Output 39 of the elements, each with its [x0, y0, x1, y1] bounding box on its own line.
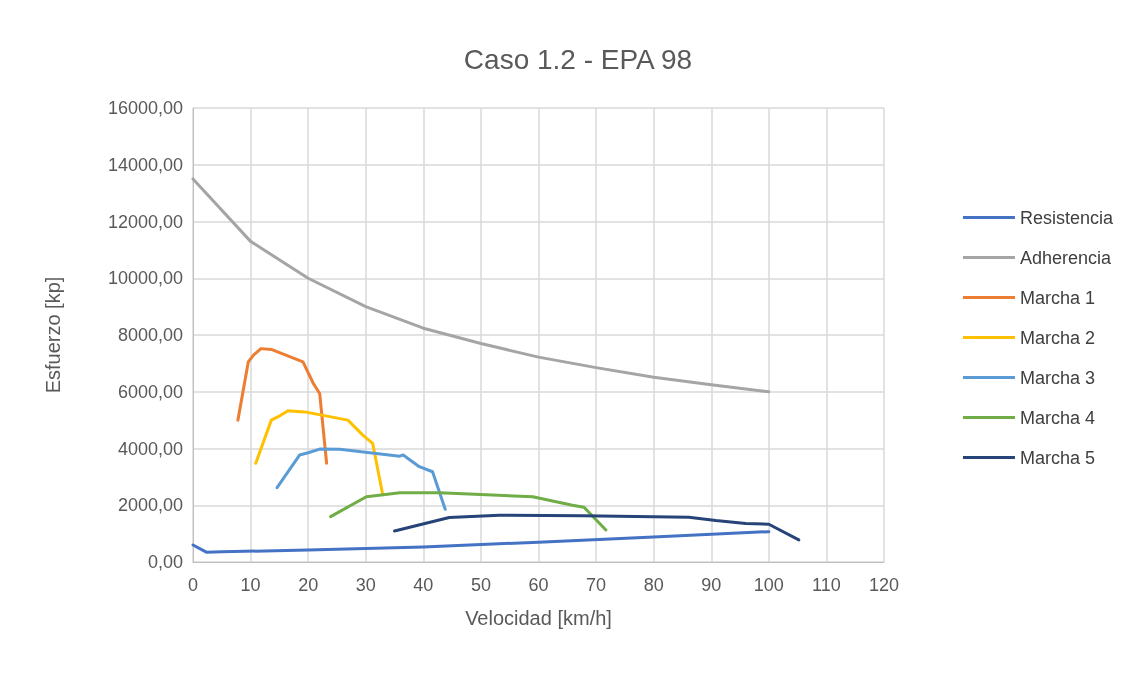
- line-series: [275, 447, 447, 511]
- x-tick-label: 80: [643, 575, 664, 595]
- x-tick-label: 30: [355, 575, 376, 595]
- x-tick-label: 10: [240, 575, 261, 595]
- y-tick-label: 2000,00: [117, 495, 183, 516]
- line-series: [329, 491, 608, 532]
- y-tick-label: 14000,00: [107, 154, 183, 175]
- x-tick-label: 50: [470, 575, 491, 595]
- y-tick-label: 0,00: [147, 552, 183, 572]
- legend-label: Marcha 5: [1019, 447, 1096, 468]
- legend-label: Marcha 3: [1019, 367, 1096, 388]
- x-tick-label: 60: [528, 575, 549, 595]
- line-series: [191, 177, 771, 394]
- chart-title: Caso 1.2 - EPA 98: [463, 43, 693, 75]
- y-axis-title: Esfuerzo [kp]: [42, 276, 64, 394]
- legend-label: Marcha 1: [1019, 287, 1096, 308]
- x-tick-label: 110: [812, 575, 841, 595]
- y-tick-label: 16000,00: [107, 98, 183, 118]
- y-tick-label: 12000,00: [107, 211, 183, 232]
- y-tick-label: 10000,00: [107, 268, 183, 289]
- legend-label: Resistencia: [1019, 207, 1114, 228]
- x-tick-label: 90: [701, 575, 722, 595]
- y-tick-label: 4000,00: [117, 438, 183, 459]
- line-series: [236, 347, 329, 465]
- x-tick-label: 120: [868, 575, 900, 595]
- x-tick-label: 100: [753, 575, 784, 595]
- legend-label: Marcha 2: [1019, 327, 1096, 348]
- line-series: [191, 530, 771, 554]
- line-series: [254, 409, 384, 495]
- y-tick-label: 6000,00: [117, 381, 183, 402]
- line-series: [393, 513, 801, 542]
- legend-label: Marcha 4: [1019, 407, 1096, 428]
- x-axis-title: Velocidad [km/h]: [465, 607, 612, 629]
- y-tick-label: 8000,00: [117, 325, 183, 345]
- x-tick-label: 20: [298, 575, 319, 595]
- legend-label: Adherencia: [1019, 247, 1113, 268]
- x-tick-label: 0: [187, 575, 199, 595]
- x-tick-label: 70: [586, 575, 607, 595]
- x-tick-label: 40: [413, 575, 434, 595]
